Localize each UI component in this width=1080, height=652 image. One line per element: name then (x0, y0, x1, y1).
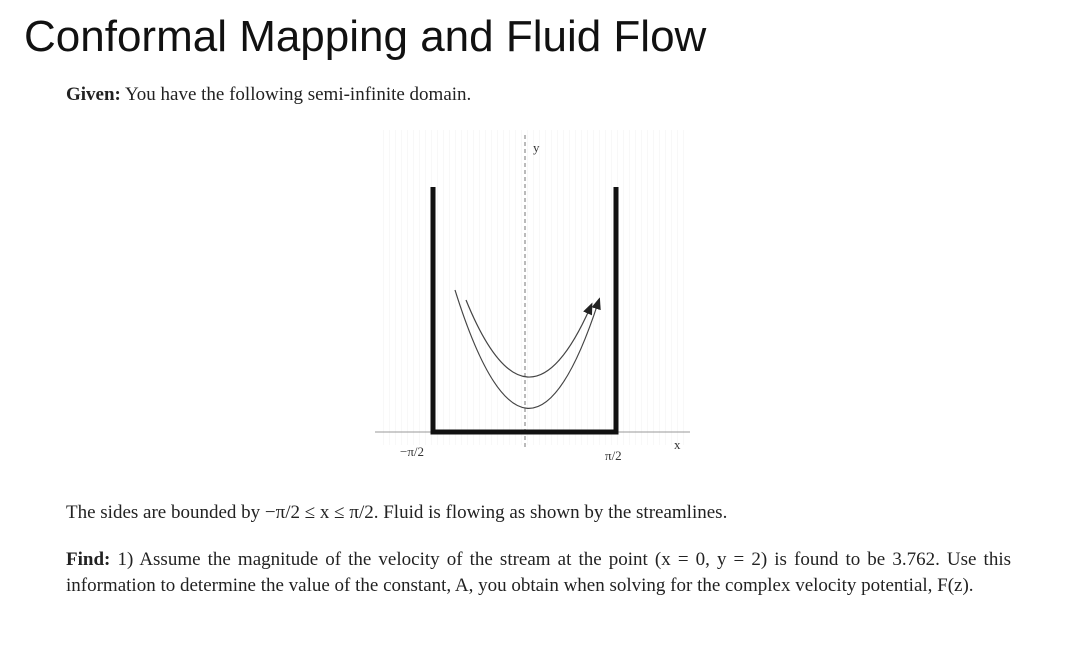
given-text: You have the following semi-infinite dom… (124, 84, 472, 105)
given-paragraph: Given: You have the following semi-infin… (66, 82, 1011, 108)
streamline-inner (465, 299, 593, 378)
find-paragraph: Find: 1) Assume the magnitude of the vel… (66, 547, 1011, 599)
given-label: Given: (66, 84, 121, 105)
x-axis-label: x (674, 437, 681, 452)
page-title: Conformal Mapping and Fluid Flow (24, 12, 707, 61)
figure-background (378, 130, 688, 445)
y-axis-label: y (533, 140, 540, 155)
right-wall-label: π/2 (605, 448, 622, 463)
find-label: Find: (66, 549, 111, 570)
description-paragraph: The sides are bounded by −π/2 ≤ x ≤ π/2.… (66, 502, 728, 523)
left-wall-label: −π/2 (400, 444, 424, 459)
domain-walls (430, 187, 619, 435)
streamline-outer (454, 289, 601, 409)
find-text: 1) Assume the magnitude of the velocity … (66, 549, 1012, 596)
